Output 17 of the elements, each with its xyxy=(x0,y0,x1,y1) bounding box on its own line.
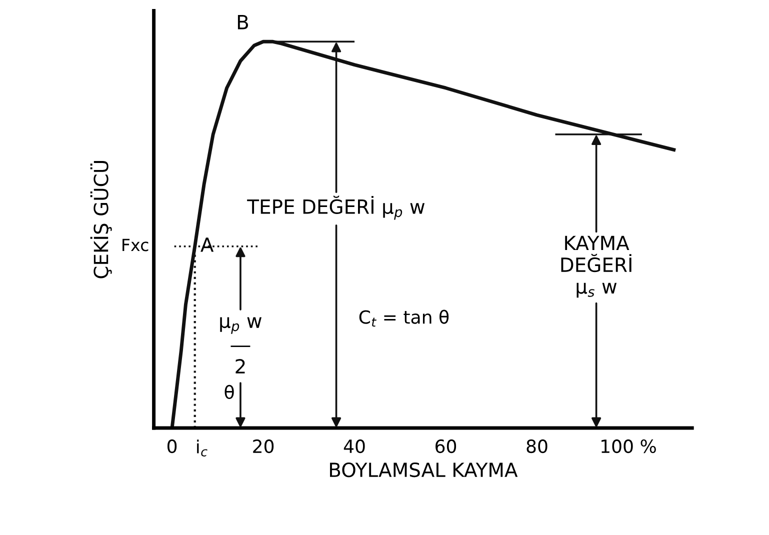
x-axis-title: BOYLAMSAL KAYMA xyxy=(330,462,518,478)
x-tick-label: 40 xyxy=(344,439,365,454)
annotation: A xyxy=(200,238,214,252)
annotation: B xyxy=(238,15,248,30)
annotation: TEPE DEĞERİ μ$_{p}$ w xyxy=(247,196,425,220)
annotation: C$_{t}$ = tan θ xyxy=(359,310,449,327)
x-tick-label: 100 % xyxy=(602,439,656,454)
x-tick-label: 60 xyxy=(436,439,456,454)
y-axis-title: ÇEKİŞ GÜCÜ xyxy=(90,161,112,278)
x-tick-label: 80 xyxy=(526,439,548,454)
x-tick-label: 20 xyxy=(253,439,274,454)
annotation: μ$_{p}$ w ― 2 xyxy=(220,317,262,374)
x-tick-label: 0 xyxy=(167,439,177,454)
annotation: θ xyxy=(224,384,234,399)
ref-line-label: i$_{c}$ xyxy=(197,440,208,456)
ref-line-label: Fxc xyxy=(122,238,148,252)
annotation: KAYMA DEĞERİ μ$_{s}$ w xyxy=(561,236,632,298)
